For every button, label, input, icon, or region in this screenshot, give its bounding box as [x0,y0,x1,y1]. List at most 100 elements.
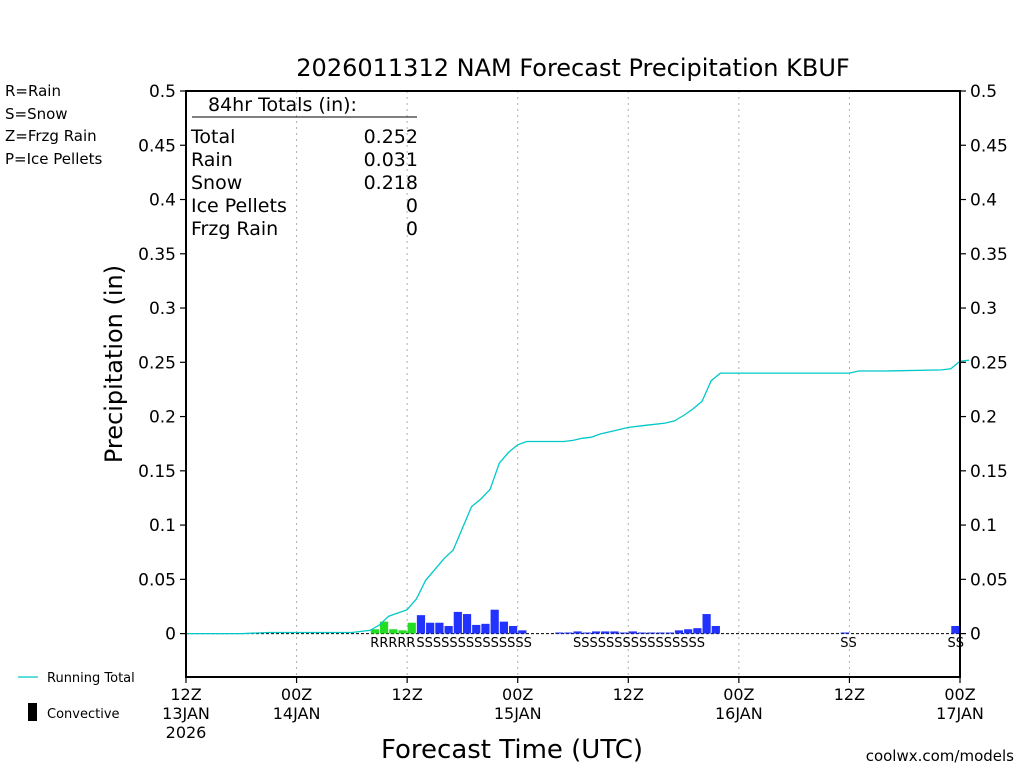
y-tick-label-left-10: 0.5 [149,82,176,102]
bar-hour-35 [499,621,508,634]
y-tick-label-right-2: 0.1 [970,516,997,536]
totals-value-frzg-rain: 0 [406,218,418,240]
legend-rain: R=Rain [5,82,61,100]
bar-hour-50 [638,632,647,634]
left-legend: R=Rain S=Snow Z=Frzg Rain P=Ice Pellets [5,82,102,168]
bar-hour-27 [426,622,435,634]
bar-hour-46 [601,631,610,634]
y-tick-label-right-10: 0.5 [970,82,997,102]
axes: 0 00.05 0.050.1 0.10.15 0.150.2 0.20.25 0.250.… [138,82,1008,742]
running-total-layer [186,359,970,635]
x-tick-label-3-2: 15JAN [494,704,542,723]
bar-hour-44 [582,632,591,634]
bar-hour-31 [462,614,472,634]
y-tick-label-right-0: 0 [970,625,981,645]
bar-hour-72 [840,632,849,634]
x-tick-label-0-3: 2026 [166,723,207,742]
bar-hour-33 [481,623,490,634]
legend-snow: S=Snow [5,105,68,123]
precip-type-string-1: SSSSSSSSSSSSSS [416,636,532,651]
totals-label-rain: Rain [191,149,233,171]
bar-hour-42 [564,632,573,634]
y-tick-label-right-1: 0.05 [970,570,1008,590]
bar-hour-30 [453,611,462,634]
y-tick-label-right-9: 0.45 [970,136,1008,156]
totals-box: 84hr Totals (in): Total 0.252 Rain 0.031… [190,94,418,240]
x-axis-label: Forecast Time (UTC) [381,735,643,765]
x-tick-label-0-1: 12Z [170,685,201,704]
x-tick-label-2-1: 12Z [391,685,422,704]
bar-hour-23 [389,629,398,634]
x-tick-label-1-2: 14JAN [273,704,321,723]
bar-hour-56 [693,628,702,634]
totals-label-snow: Snow [191,172,242,194]
bar-hour-49 [628,631,637,634]
legend-frzg-rain: Z=Frzg Rain [5,127,97,145]
x-tick-label-4-1: 12Z [613,685,644,704]
x-tick-label-7-2: 17JAN [936,704,984,723]
y-tick-label-left-1: 0.05 [138,570,176,590]
bar-hour-51 [647,632,656,634]
bar-hour-36 [509,625,518,634]
bar-hour-43 [573,631,582,634]
bar-hour-25 [407,622,416,634]
bar-hour-57 [702,614,711,634]
running-total-legend-label: Running Total [47,671,135,686]
y-tick-label-left-3: 0.15 [138,462,176,482]
totals-value-ice-pellets: 0 [406,195,418,217]
bar-hour-37 [518,630,527,634]
bar-hour-32 [472,624,481,634]
precip-type-string-0: RRRRR [370,636,415,651]
totals-header: 84hr Totals (in): [208,94,357,116]
totals-value-rain: 0.031 [364,149,418,171]
bar-hour-54 [674,630,684,634]
bar-hour-58 [711,625,720,634]
credit-text: coolwx.com/models [866,747,1014,765]
totals-value-snow: 0.218 [364,172,418,194]
precip-type-string-4: SS [947,636,964,651]
y-axis-label: Precipitation (in) [100,265,128,463]
totals-value-total: 0.252 [364,126,418,148]
grid [186,91,960,677]
x-tick-label-5-1: 00Z [723,685,754,704]
running-total-line [186,359,970,635]
y-tick-label-right-8: 0.4 [970,191,997,211]
convective-swatch [28,703,37,721]
y-tick-label-right-3: 0.15 [970,462,1008,482]
x-tick-label-1-1: 00Z [281,685,312,704]
x-tick-label-7-1: 00Z [944,685,975,704]
bar-hour-84 [951,625,960,634]
precip-type-strings: RRRRR SSSSSSSSSSSSSS SSSSSSSSSSSSSSSS SS SS [370,636,964,651]
y-tick-label-left-9: 0.45 [138,136,176,156]
plot-frame [185,90,961,678]
totals-label-ice-pellets: Ice Pellets [191,195,287,217]
legend-ice-pellets: P=Ice Pellets [5,150,102,168]
bar-hour-21 [370,629,379,634]
y-tick-label-left-5: 0.25 [138,353,176,373]
totals-label-frzg-rain: Frzg Rain [191,218,278,240]
bar-hour-41 [555,632,564,634]
y-tick-label-right-6: 0.3 [970,299,997,319]
x-tick-label-0-2: 13JAN [162,704,210,723]
y-tick-label-left-8: 0.4 [149,191,176,211]
bar-hour-53 [665,632,674,634]
precip-type-string-3: SS [840,636,857,651]
y-tick-label-left-0: 0 [165,625,176,645]
bar-hour-22 [380,621,389,634]
totals-label-total: Total [190,126,235,148]
bar-hour-55 [684,629,693,634]
bar-hour-45 [591,631,601,634]
y-tick-label-left-4: 0.2 [149,408,176,428]
y-tick-label-left-2: 0.1 [149,516,176,536]
precip-type-string-2: SSSSSSSSSSSSSSSS [573,636,705,651]
bar-hour-26 [416,615,426,634]
bar-hour-28 [435,622,444,634]
precip-bars [370,609,960,634]
y-tick-label-right-4: 0.2 [970,408,997,428]
bar-hour-24 [398,630,407,634]
y-tick-label-right-5: 0.25 [970,353,1008,373]
bar-hour-29 [444,625,453,634]
bar-hour-48 [619,632,628,634]
bar-hour-52 [656,632,665,634]
convective-legend-label: Convective [47,707,120,722]
